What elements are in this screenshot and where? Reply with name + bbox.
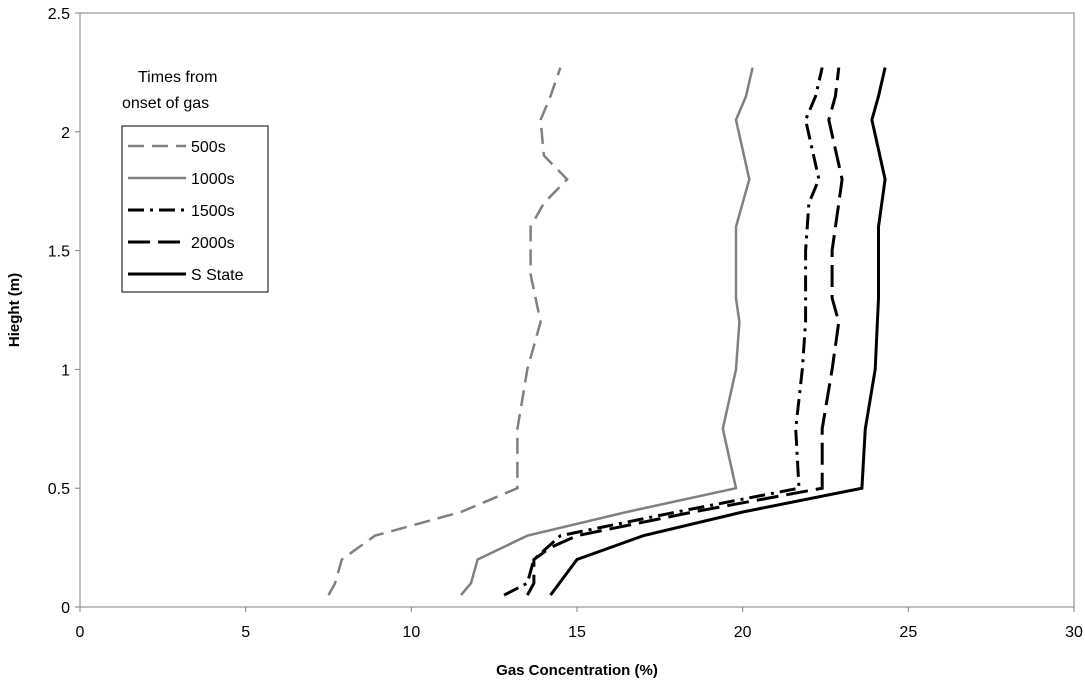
legend: 500s 1000s 1500s 2000s S State — [121, 125, 269, 293]
x-axis-ticks: 0 5 10 15 20 25 30 — [76, 607, 1083, 641]
x-tick-label: 30 — [1065, 624, 1083, 641]
series-line-500s — [327, 67, 569, 596]
x-tick-label: 15 — [568, 624, 586, 641]
legend-box — [121, 125, 269, 293]
y-axis-ticks: 0 0.5 1 1.5 2 2.5 — [48, 6, 80, 617]
x-tick-label: 5 — [241, 624, 250, 641]
x-tick-label: 25 — [899, 624, 917, 641]
legend-label: 1500s — [191, 203, 235, 220]
series-lines — [327, 67, 887, 597]
y-tick-label: 0 — [61, 600, 70, 617]
legend-title-line-2: onset of gas — [122, 95, 209, 112]
y-tick-label: 0.5 — [48, 481, 70, 498]
x-tick-label: 0 — [76, 624, 85, 641]
legend-label: S State — [191, 267, 244, 284]
legend-label: 500s — [191, 139, 226, 156]
series-line-1000s — [460, 67, 754, 596]
x-tick-label: 10 — [402, 624, 420, 641]
plot-area — [79, 12, 1075, 608]
series-line-s-state — [549, 67, 887, 596]
y-tick-label: 1.5 — [48, 244, 70, 261]
legend-items: 500s 1000s 1500s 2000s S State — [128, 139, 244, 284]
x-tick-label: 20 — [734, 624, 752, 641]
y-tick-label: 2.5 — [48, 6, 70, 23]
legend-label: 1000s — [191, 171, 235, 188]
series-line-2000s — [525, 67, 844, 596]
y-tick-label: 1 — [61, 362, 70, 379]
legend-label: 2000s — [191, 235, 235, 252]
y-axis-title: Hieght (m) — [6, 273, 23, 347]
legend-title-line-1: Times from — [138, 69, 217, 86]
y-tick-label: 2 — [61, 125, 70, 142]
x-axis-title: Gas Concentration (%) — [496, 662, 658, 679]
